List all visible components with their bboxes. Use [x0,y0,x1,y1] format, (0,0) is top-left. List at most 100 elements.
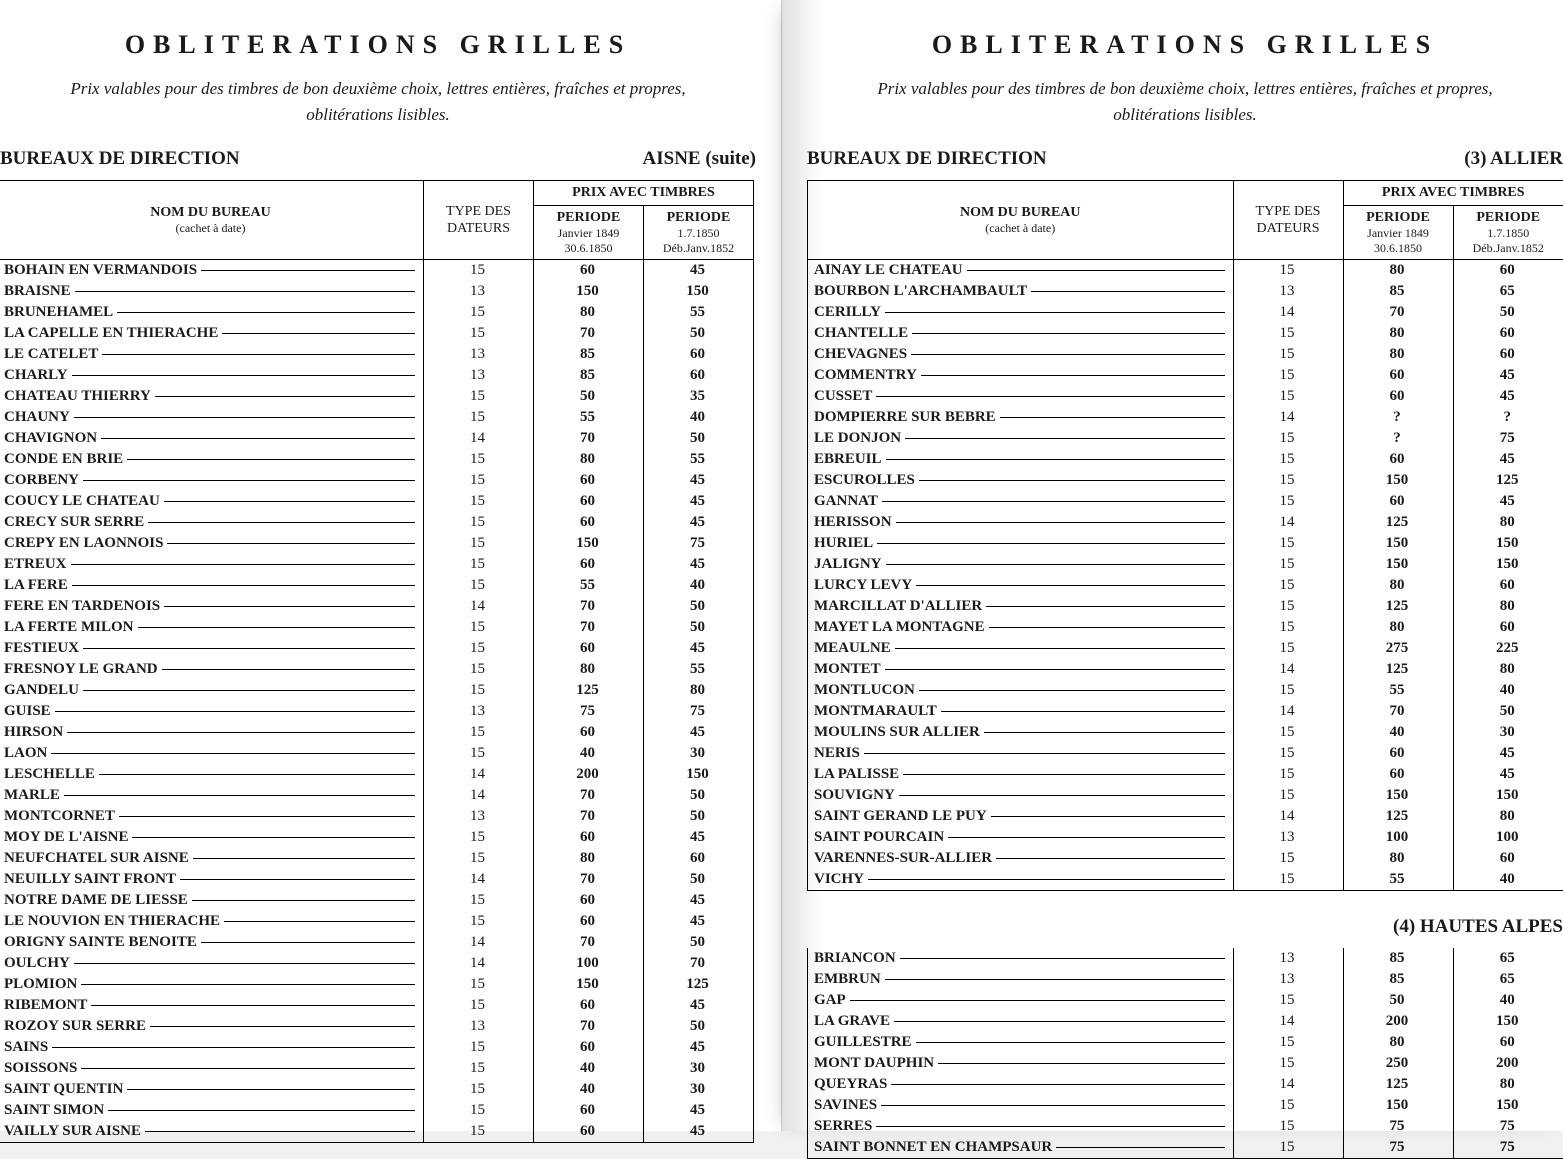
cell-price-period1: 150 [534,281,644,302]
table-row: SOISSONS154030 [0,1058,754,1079]
cell-price-period1: 55 [1343,869,1453,891]
cell-bureau-name: CREPY EN LAONNOIS [0,533,424,554]
cell-bureau-name: ROZOY SUR SERRE [0,1016,424,1037]
th-p2c: Déb.Janv.1852 [1459,241,1559,256]
cell-price-period2: 50 [644,1016,754,1037]
cell-bureau-name: GUILLESTRE [808,1032,1234,1053]
cell-price-period2: 45 [1453,764,1563,785]
price-table-left: NOM DU BUREAU (cachet à date) TYPE DES D… [0,180,754,1143]
table-row: ROZOY SUR SERRE137050 [0,1016,754,1037]
cell-type-dateur: 14 [1233,1074,1343,1095]
cell-bureau-name: COUCY LE CHATEAU [0,491,424,512]
cell-type-dateur: 15 [424,554,534,575]
cell-price-period2: 150 [644,281,754,302]
cell-price-period1: 60 [534,722,644,743]
cell-price-period1: 80 [1343,260,1453,282]
cell-type-dateur: 15 [424,995,534,1016]
cell-bureau-name: GAP [808,990,1234,1011]
cell-bureau-name: CHATEAU THIERRY [0,386,424,407]
cell-type-dateur: 15 [424,1121,534,1143]
cell-type-dateur: 15 [424,743,534,764]
cell-price-period1: 70 [534,932,644,953]
table-row: BRUNEHAMEL158055 [0,302,754,323]
cell-bureau-name: SOISSONS [0,1058,424,1079]
section-label: BUREAUX DE DIRECTION [807,148,1047,170]
cell-bureau-name: LA GRAVE [808,1011,1234,1032]
cell-type-dateur: 13 [1233,969,1343,990]
cell-bureau-name: PLOMION [0,974,424,995]
cell-price-period1: 70 [534,596,644,617]
cell-price-period1: 60 [534,911,644,932]
cell-type-dateur: 14 [424,869,534,890]
table-row: FESTIEUX156045 [0,638,754,659]
section-row: BUREAUX DE DIRECTION (3) ALLIER [807,148,1563,170]
th-prix: PRIX AVEC TIMBRES [1343,181,1563,206]
cell-bureau-name: LA PALISSE [808,764,1234,785]
section-row: BUREAUX DE DIRECTION AISNE (suite) [0,148,756,170]
cell-price-period2: 150 [1453,1011,1563,1032]
cell-price-period1: 150 [1343,554,1453,575]
table-row: CHATEAU THIERRY155035 [0,386,754,407]
cell-bureau-name: GUISE [0,701,424,722]
cell-bureau-name: SAINS [0,1037,424,1058]
th-nom-sub: (cachet à date) [3,221,418,236]
cell-price-period2: 45 [644,1037,754,1058]
cell-bureau-name: MONTLUCON [808,680,1234,701]
dept-label: (4) HAUTES ALPES [807,916,1563,938]
table-row: SAVINES15150150 [808,1095,1563,1116]
cell-price-period2: 55 [644,659,754,680]
cell-price-period2: 60 [1453,344,1563,365]
cell-type-dateur: 15 [424,1058,534,1079]
cell-price-period1: 150 [1343,1095,1453,1116]
cell-price-period1: 70 [534,617,644,638]
table-row: LESCHELLE14200150 [0,764,754,785]
cell-price-period2: 75 [1453,1137,1563,1159]
cell-price-period1: 60 [534,1121,644,1143]
cell-type-dateur: 15 [1233,743,1343,764]
cell-price-period2: 80 [1453,596,1563,617]
table-row: CHAVIGNON147050 [0,428,754,449]
table-row: GUISE137575 [0,701,754,722]
cell-bureau-name: QUEYRAS [808,1074,1234,1095]
table-row: LE DONJON15?75 [808,428,1563,449]
cell-bureau-name: NERIS [808,743,1234,764]
cell-price-period2: 45 [644,1100,754,1121]
subtitle-line2: oblitérations lisibles. [0,104,756,126]
table-row: MONT DAUPHIN15250200 [808,1053,1563,1074]
cell-price-period1: 150 [1343,785,1453,806]
cell-type-dateur: 15 [1233,428,1343,449]
cell-type-dateur: 15 [424,848,534,869]
th-p1a: PERIODE [1366,210,1430,225]
cell-price-period1: 85 [1343,281,1453,302]
cell-price-period2: 80 [644,680,754,701]
subtitle-line1: Prix valables pour des timbres de bon de… [0,78,756,100]
cell-type-dateur: 15 [1233,596,1343,617]
cell-price-period1: 85 [534,365,644,386]
table-row: FRESNOY LE GRAND158055 [0,659,754,680]
cell-bureau-name: SAINT BONNET EN CHAMPSAUR [808,1137,1234,1159]
cell-type-dateur: 15 [424,974,534,995]
cell-price-period2: 45 [644,1121,754,1143]
table-row: LA FERE155540 [0,575,754,596]
cell-type-dateur: 13 [424,281,534,302]
cell-type-dateur: 14 [1233,512,1343,533]
cell-price-period2: 45 [644,890,754,911]
cell-price-period2: 45 [644,491,754,512]
table-row: HIRSON156045 [0,722,754,743]
cell-type-dateur: 15 [424,260,534,282]
table-row: CHARLY138560 [0,365,754,386]
cell-price-period1: 60 [534,260,644,282]
th-nom-sub: (cachet à date) [813,221,1228,236]
cell-bureau-name: MONTCORNET [0,806,424,827]
cell-bureau-name: MONTMARAULT [808,701,1234,722]
cell-price-period2: 50 [644,785,754,806]
cell-bureau-name: LA FERTE MILON [0,617,424,638]
cell-type-dateur: 15 [1233,680,1343,701]
cell-type-dateur: 15 [1233,533,1343,554]
cell-bureau-name: CONDE EN BRIE [0,449,424,470]
cell-bureau-name: EBREUIL [808,449,1234,470]
cell-type-dateur: 14 [1233,659,1343,680]
cell-price-period2: 65 [1453,948,1563,969]
table-row: LE CATELET138560 [0,344,754,365]
cell-price-period2: 45 [644,722,754,743]
